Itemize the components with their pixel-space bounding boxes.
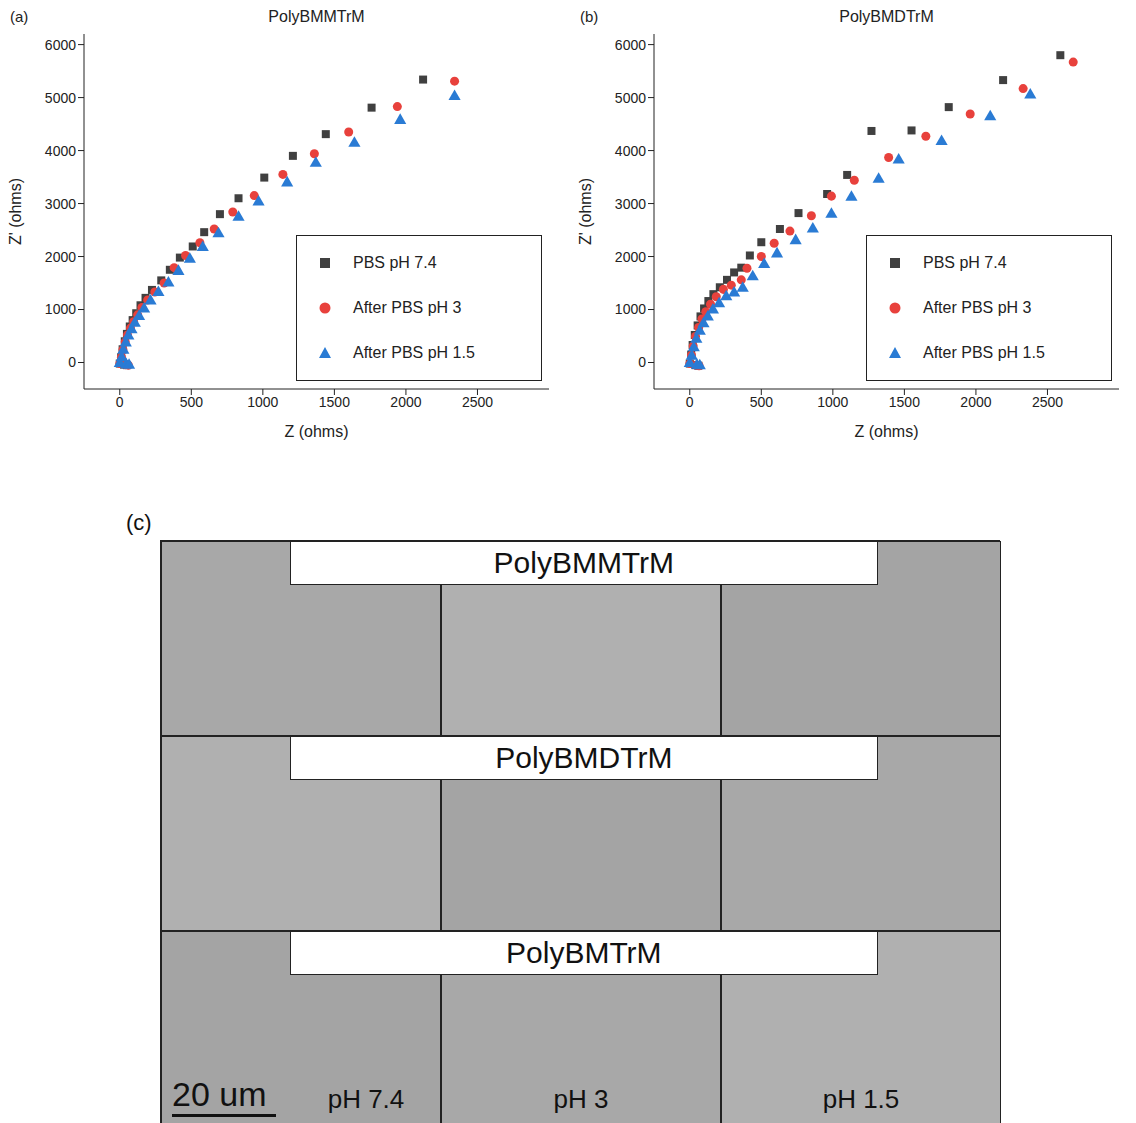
html-text:pH 7.4: pH 7.4	[327, 1084, 405, 1114]
html-text:(a): (a)	[10, 8, 29, 25]
svg-text:1000: 1000	[817, 394, 848, 410]
svg-text:0: 0	[116, 394, 124, 410]
html-text:PolyBMMTrM: PolyBMMTrM	[268, 8, 365, 25]
svg-text:2000: 2000	[390, 394, 421, 410]
svg-text:1000: 1000	[615, 301, 646, 317]
html-text:After PBS pH 3: After PBS pH 3	[353, 299, 462, 316]
svg-text:3000: 3000	[615, 196, 646, 212]
html-text:(b): (b)	[580, 8, 599, 25]
svg-text:4000: 4000	[615, 143, 646, 159]
html-text:PolyBMDTrM: PolyBMDTrM	[495, 741, 673, 774]
svg-text:2500: 2500	[1032, 394, 1063, 410]
svg-text:2000: 2000	[615, 249, 646, 265]
svg-text:0: 0	[638, 354, 646, 370]
svg-text:2500: 2500	[462, 394, 493, 410]
html-text:After PBS pH 3: After PBS pH 3	[923, 299, 1032, 316]
svg-text:1500: 1500	[889, 394, 920, 410]
svg-text:500: 500	[180, 394, 204, 410]
svg-text:500: 500	[750, 394, 774, 410]
html-text:PBS pH 7.4: PBS pH 7.4	[923, 253, 1007, 271]
svg-text:2000: 2000	[45, 249, 76, 265]
html-text:PolyBMTrM: PolyBMTrM	[506, 936, 662, 969]
svg-text:Z' (ohms): Z' (ohms)	[577, 178, 594, 245]
html-text:PolyBMDTrM: PolyBMDTrM	[839, 8, 934, 25]
svg-text:4000: 4000	[45, 143, 76, 159]
svg-text:6000: 6000	[45, 37, 76, 53]
svg-text:1000: 1000	[247, 394, 278, 410]
svg-text:2000: 2000	[960, 394, 991, 410]
svg-text:6000: 6000	[615, 37, 646, 53]
svg-text:5000: 5000	[45, 90, 76, 106]
svg-text:Z (ohms): Z (ohms)	[285, 423, 349, 440]
svg-text:Z' (ohms): Z' (ohms)	[7, 178, 24, 245]
svg-text:0: 0	[68, 354, 76, 370]
html-text:After PBS pH 1.5: After PBS pH 1.5	[353, 344, 475, 362]
html-text:After PBS pH 1.5: After PBS pH 1.5	[923, 344, 1045, 362]
svg-text:1000: 1000	[45, 301, 76, 317]
svg-text:Z (ohms): Z (ohms)	[855, 423, 919, 440]
html-text:PBS pH 7.4: PBS pH 7.4	[353, 253, 437, 271]
html-text:PolyBMMTrM: PolyBMMTrM	[493, 546, 675, 579]
svg-text:5000: 5000	[615, 90, 646, 106]
svg-text:0: 0	[686, 394, 694, 410]
html-text:pH 3: pH 3	[553, 1084, 609, 1114]
svg-text:3000: 3000	[45, 196, 76, 212]
html-text:20 um: 20 um	[172, 1075, 267, 1113]
html-text:pH 1.5: pH 1.5	[822, 1084, 900, 1114]
svg-text:1500: 1500	[319, 394, 350, 410]
html-text:(c): (c)	[126, 510, 152, 535]
